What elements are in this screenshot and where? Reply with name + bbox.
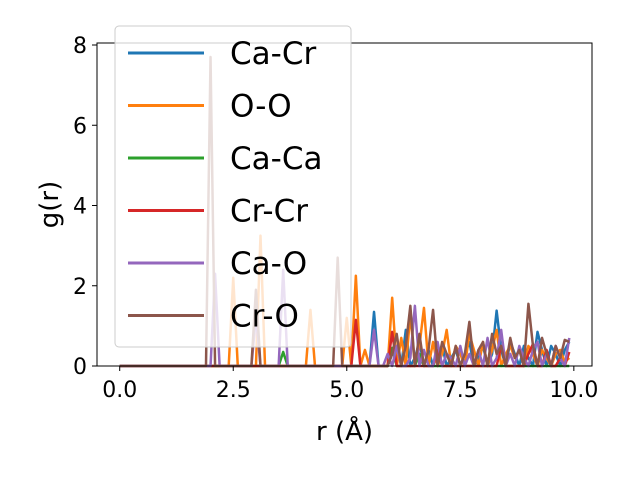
x-axis-label: r (Å) [316, 415, 373, 447]
legend-label-ca-o: Ca-O [230, 246, 307, 282]
legend-label-o-o: O-O [230, 89, 292, 125]
x-tick-label: 2.5 [216, 378, 251, 403]
y-tick-label: 4 [73, 195, 87, 220]
legend-label-cr-cr: Cr-Cr [230, 194, 308, 230]
x-tick-label: 7.5 [443, 378, 478, 403]
x-tick-label: 5.0 [329, 378, 364, 403]
legend-label-ca-cr: Ca-Cr [230, 36, 316, 72]
x-axis-ticks: 0.0 2.5 5.0 7.5 10.0 [102, 366, 598, 403]
legend-label-ca-ca: Ca-Ca [230, 141, 322, 177]
y-tick-label: 0 [73, 355, 87, 380]
y-tick-label: 6 [73, 114, 87, 139]
y-tick-label: 2 [73, 275, 87, 300]
x-tick-label: 0.0 [102, 378, 137, 403]
y-tick-label: 8 [73, 34, 87, 59]
x-tick-label: 10.0 [549, 378, 598, 403]
legend: Ca-Cr O-O Ca-Ca Cr-Cr Ca-O Cr-O [114, 25, 352, 348]
y-axis-ticks: 0 2 4 6 8 [73, 34, 97, 380]
y-axis-label: g(r) [35, 181, 65, 228]
legend-label-cr-o: Cr-O [230, 299, 299, 335]
